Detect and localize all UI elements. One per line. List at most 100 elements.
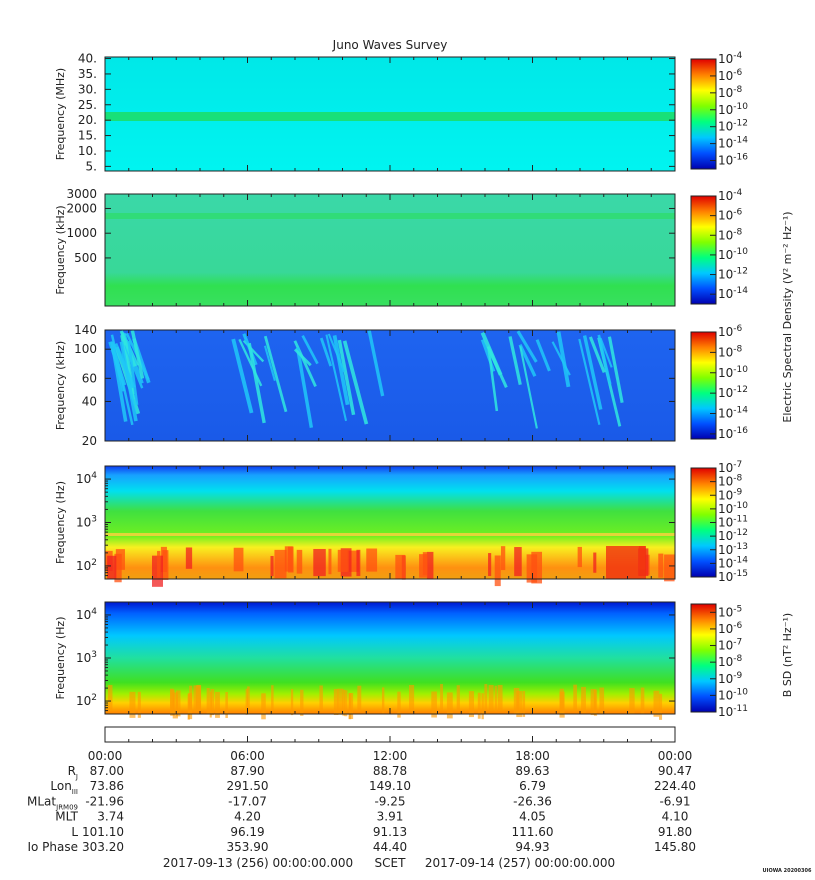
emission-patch [225, 691, 228, 718]
emission-patch [516, 691, 523, 718]
panels-group: 5.10.15. 20.25. 30.35.40. Frequency (MHz) 30… [54, 52, 676, 720]
ephemeris-value: 91.13 [373, 825, 407, 839]
emission-patch [629, 688, 635, 715]
ephemeris-row-label: MLT [55, 810, 78, 824]
ephemeris-value: -26.36 [513, 794, 552, 808]
y-axis-label: Frequency (kHz) [54, 205, 67, 294]
y-tick-label: 15. [78, 129, 97, 143]
ephemeris-value: 4.20 [234, 810, 261, 824]
y-tick-label: 100 [74, 342, 97, 356]
emission-patch [187, 693, 190, 720]
ephemeris-row-label: RJ [68, 764, 78, 781]
emission-streak [508, 336, 522, 386]
emission-patch [581, 686, 586, 713]
emission-patch [397, 691, 401, 718]
emission-patch [477, 692, 481, 719]
y-tick-label: 104 [76, 471, 97, 486]
emission-patch [653, 690, 660, 717]
emission-patch [494, 555, 501, 587]
emission-streak [332, 335, 350, 406]
y-axis-label: Frequency (MHz) [54, 68, 67, 160]
emission-patch [356, 549, 361, 577]
ephemeris-value: 4.10 [662, 810, 689, 824]
emission-patch [440, 684, 444, 711]
emission-streak [607, 336, 624, 403]
colorbar-tick-label: 10-8 [718, 654, 743, 669]
colorbar-tick-label: 10-8 [718, 344, 743, 359]
emission-patch [170, 689, 175, 716]
panel-1: 5.10.15. 20.25. 30.35.40. Frequency (MHz) [54, 52, 676, 173]
time-label: 18:00 [515, 749, 550, 763]
emission-streak [325, 334, 348, 422]
ephemeris-value: 89.63 [515, 764, 549, 778]
colorbar-gradient [690, 58, 717, 170]
colorbar-tick-label: 10-10 [718, 247, 748, 262]
emission-streak [293, 348, 312, 367]
y-tick-label: 30. [78, 82, 97, 96]
emission-streak [487, 346, 499, 412]
emission-patch [590, 689, 596, 716]
y-tick-label: 20 [82, 434, 97, 448]
footer-stamp: UIOWA 20200306 [763, 868, 812, 874]
emission-streak [342, 340, 369, 425]
emission-patch [494, 685, 497, 712]
colorbar-tick-label: 10-7 [718, 638, 742, 653]
ephemeris-value: 101.10 [82, 825, 124, 839]
emission-patch [261, 693, 266, 720]
time-label: 00:00 [658, 749, 693, 763]
ephemeris-value: 6.79 [519, 779, 546, 793]
emission-patch [431, 691, 437, 718]
colorbar-gradient [690, 331, 717, 440]
y-tick-label: 25. [78, 98, 97, 112]
ephemeris-value: 149.10 [369, 779, 411, 793]
emission-patch [347, 550, 360, 572]
emission-streak [367, 330, 385, 397]
ephemeris-value: 96.19 [230, 825, 264, 839]
y-tick-label: 102 [76, 558, 97, 573]
emission-streak [119, 341, 138, 422]
y-axis-label: Frequency (Hz) [54, 617, 67, 700]
ephemeris-value: 3.74 [97, 810, 124, 824]
emission-patch [381, 687, 385, 714]
colorbar-gradient [690, 603, 717, 713]
emission-patch [328, 548, 332, 575]
emission-patch [484, 684, 488, 711]
spectrogram-image [105, 194, 675, 306]
emission-streak [582, 335, 603, 410]
footer-scet-label: SCET [375, 856, 407, 870]
emission-patch [559, 691, 565, 718]
colorbar-tick-label: 10-10 [718, 687, 748, 702]
ephemeris-value: 3.91 [377, 810, 404, 824]
y-tick-label: 500 [74, 251, 97, 265]
y-tick-label: 103 [76, 515, 97, 530]
emission-streak [535, 339, 551, 372]
ephemeris-value: 111.60 [512, 825, 554, 839]
emission-patch [271, 685, 274, 712]
emission-streak [301, 334, 319, 365]
panel-3: 140 100 60 40 20 Frequency (kHz) [54, 323, 676, 448]
emission-streak [238, 338, 263, 387]
colorbar-label-magnetic: B SD (nT² Hz⁻¹) [781, 613, 794, 697]
footer-start-time: 2017-09-13 (256) 00:00:00.000 [163, 856, 353, 870]
emission-patch [107, 555, 117, 579]
emission-streak [263, 345, 276, 381]
spectrogram-features [105, 112, 675, 121]
y-tick-label: 40. [78, 52, 97, 66]
ephemeris-value: 94.93 [515, 840, 549, 854]
time-label: 00:00 [88, 749, 123, 763]
time-label: 12:00 [373, 749, 408, 763]
emission-streak [518, 343, 537, 377]
panel-5: 104 103 102 Frequency (Hz) [54, 601, 676, 720]
emission-patch [456, 685, 460, 712]
colorbar-tick-label: 10-14 [718, 406, 748, 421]
colorbars-group: 10-4 10-6 10-8 10-10 10-12 10-14 10-16 10-4 10-6… [690, 51, 748, 719]
emission-patch [488, 553, 492, 577]
emission-patch [337, 549, 349, 572]
emission-patch [573, 684, 577, 711]
colorbar-gradient [690, 195, 717, 305]
emission-patch [658, 553, 664, 578]
y-tick-label: 10. [78, 144, 97, 158]
emission-patch [577, 546, 582, 568]
ephemeris-value: 91.80 [658, 825, 692, 839]
